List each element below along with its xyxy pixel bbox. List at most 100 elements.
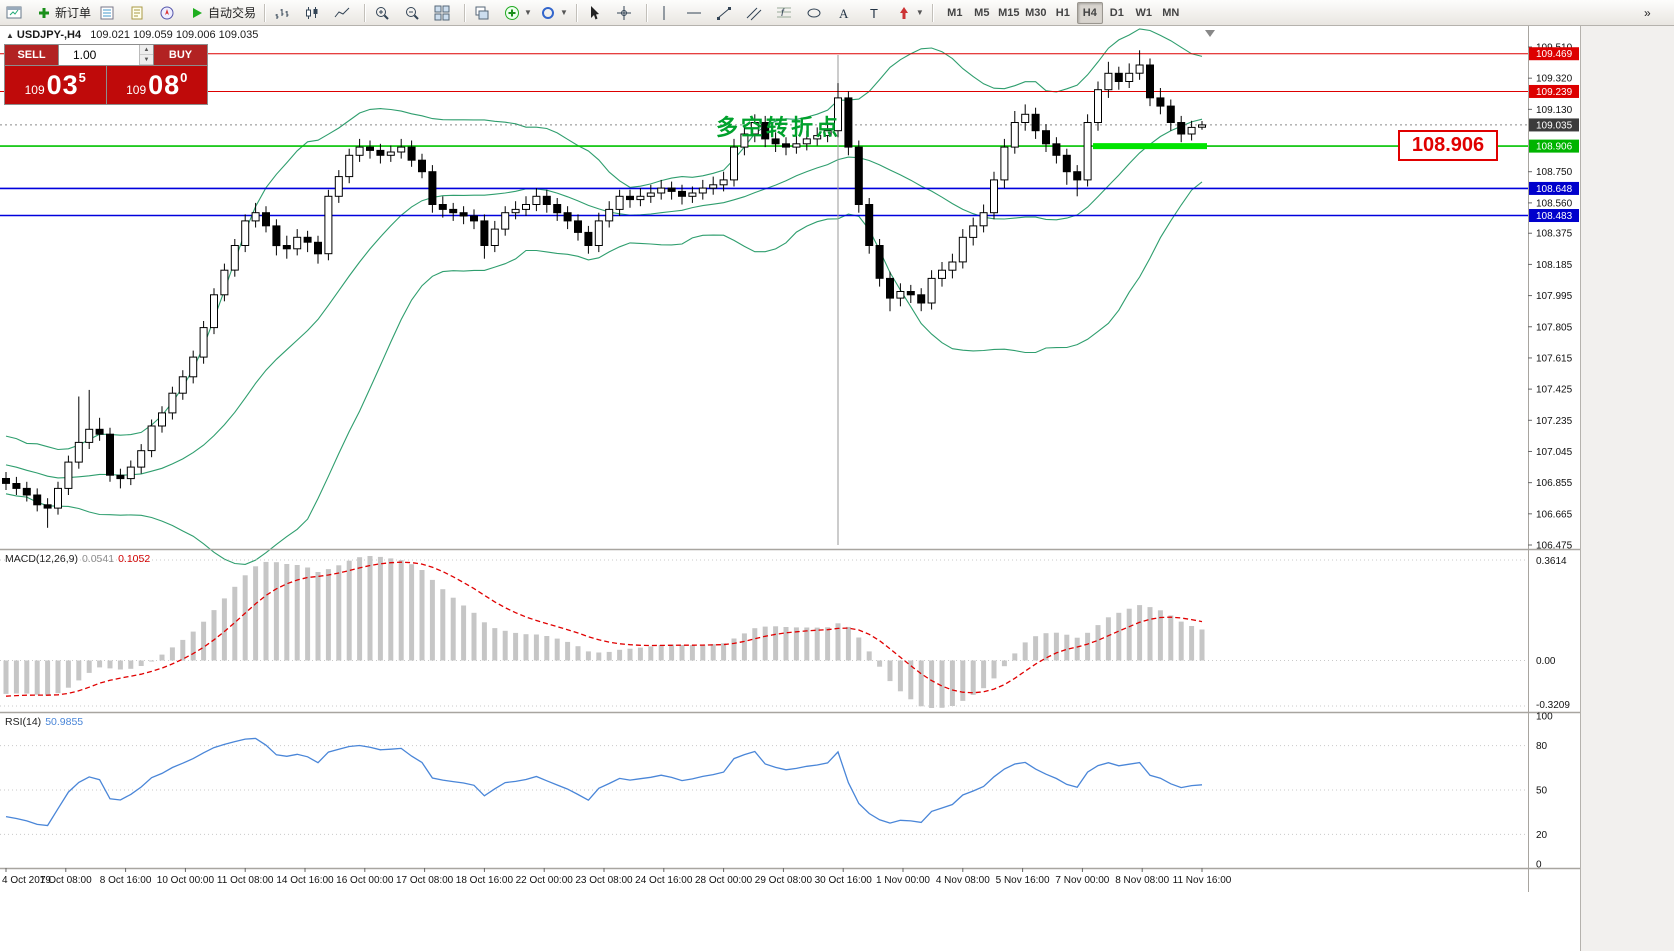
candle-body bbox=[376, 149, 385, 156]
macd-histogram-bar bbox=[835, 623, 841, 661]
macd-histogram-bar bbox=[658, 645, 664, 661]
hline-icon bbox=[686, 5, 702, 21]
macd-histogram-bar bbox=[908, 660, 914, 700]
candle-body bbox=[1010, 122, 1019, 148]
zoom-in-button[interactable] bbox=[370, 1, 400, 25]
macd-histogram-bar bbox=[752, 628, 758, 661]
lot-decrease-button[interactable]: ▼ bbox=[140, 55, 153, 65]
timeframe-button-h4[interactable]: H4 bbox=[1076, 1, 1103, 24]
macd-histogram-bar bbox=[492, 628, 498, 661]
new-order-button[interactable]: 新订单 bbox=[32, 1, 95, 25]
macd-histogram-bar bbox=[253, 566, 259, 661]
zoom-out-button[interactable] bbox=[400, 1, 430, 25]
macd-histogram-bar bbox=[221, 598, 227, 661]
candle-body bbox=[438, 204, 447, 210]
vertical-line-button[interactable] bbox=[652, 1, 682, 25]
autotrading-button[interactable]: 自动交易 bbox=[185, 1, 260, 25]
macd-histogram-bar bbox=[128, 660, 134, 669]
candle-body bbox=[116, 474, 125, 480]
crosshair-button[interactable] bbox=[612, 1, 642, 25]
sell-price-display[interactable]: 109 03 5 bbox=[5, 66, 106, 104]
timeframe-button-w1[interactable]: W1 bbox=[1135, 6, 1153, 19]
toolbar-overflow-button[interactable]: » bbox=[1644, 5, 1651, 20]
dropdown-caret-icon[interactable]: ▼ bbox=[915, 8, 924, 17]
linechart-icon bbox=[334, 5, 350, 21]
time-axis-label: 8 Nov 08:00 bbox=[1115, 875, 1169, 886]
price-axis-label: 107.425 bbox=[1536, 385, 1573, 396]
text-button[interactable]: A bbox=[832, 1, 862, 25]
macd-histogram-bar bbox=[1147, 607, 1153, 661]
cursor-button[interactable] bbox=[582, 1, 612, 25]
dropdown-caret-icon[interactable]: ▼ bbox=[524, 8, 532, 17]
data-window-button[interactable] bbox=[125, 1, 155, 25]
sell-button[interactable]: SELL bbox=[5, 45, 58, 65]
macd-histogram-bar bbox=[346, 560, 352, 661]
price-axis-label: 108.560 bbox=[1536, 198, 1573, 209]
macd-histogram-bar bbox=[544, 636, 550, 661]
macd-histogram-bar bbox=[419, 570, 425, 661]
candle-body bbox=[657, 187, 666, 194]
channel-button[interactable] bbox=[742, 1, 772, 25]
candle-body bbox=[730, 146, 738, 181]
timeframe-button-mn[interactable]: MN bbox=[1162, 6, 1180, 19]
candle-body bbox=[95, 428, 104, 435]
macd-histogram-bar bbox=[1199, 629, 1205, 661]
auto-arrange-button[interactable] bbox=[470, 1, 500, 25]
time-axis-label: 18 Oct 16:00 bbox=[456, 875, 514, 886]
price-axis-label: 106.855 bbox=[1536, 478, 1573, 489]
candle-body bbox=[646, 192, 655, 197]
lot-size-input[interactable] bbox=[59, 45, 139, 65]
autotrading-button-label: 自动交易 bbox=[208, 6, 257, 20]
tile-windows-button[interactable] bbox=[430, 1, 460, 25]
text-label-button[interactable]: T bbox=[862, 1, 892, 25]
bar-chart-button[interactable] bbox=[270, 1, 300, 25]
offline-charts-button[interactable] bbox=[2, 1, 32, 25]
buy-button[interactable]: BUY bbox=[154, 45, 207, 65]
timeframe-button-d1[interactable]: D1 bbox=[1109, 6, 1124, 19]
timeframe-button-m30[interactable]: M30 bbox=[1025, 6, 1047, 19]
fibonacci-button[interactable]: f bbox=[772, 1, 802, 25]
macd-histogram-bar bbox=[357, 557, 363, 661]
horizontal-line-button[interactable] bbox=[682, 1, 712, 25]
arrows-button[interactable]: ▼ bbox=[892, 1, 928, 25]
chart-background bbox=[0, 26, 1580, 892]
macd-histogram-bar bbox=[897, 660, 903, 692]
candle-body bbox=[334, 176, 343, 197]
timeframe-button-m15[interactable]: M15 bbox=[998, 6, 1020, 19]
candle-body bbox=[834, 97, 842, 132]
candlestick-chart-button[interactable] bbox=[300, 1, 330, 25]
price-level-label[interactable]: 108.906 bbox=[1398, 130, 1498, 161]
time-axis-label: 14 Oct 16:00 bbox=[276, 875, 334, 886]
line-chart-button[interactable] bbox=[330, 1, 360, 25]
macd-histogram-bar bbox=[34, 660, 40, 695]
channel-icon bbox=[746, 5, 762, 21]
candle-body bbox=[1198, 124, 1206, 128]
macd-histogram-bar bbox=[1168, 615, 1174, 661]
candle-body bbox=[990, 179, 998, 214]
time-axis-label: 30 Oct 16:00 bbox=[815, 875, 873, 886]
timeframe-button-m5[interactable]: M5 bbox=[974, 6, 990, 19]
macd-histogram-bar bbox=[284, 564, 290, 661]
chart-shift-marker-icon[interactable] bbox=[1205, 30, 1215, 37]
objects-button[interactable]: ▼ bbox=[536, 1, 572, 25]
trendline-button[interactable] bbox=[712, 1, 742, 25]
candle-body bbox=[813, 135, 822, 140]
timeframe-button-m1[interactable]: M1 bbox=[947, 6, 963, 19]
candle-body bbox=[553, 204, 562, 214]
equidistant-button[interactable] bbox=[802, 1, 832, 25]
candle-body bbox=[927, 277, 936, 304]
macd-histogram-bar bbox=[627, 648, 633, 661]
timeframe-button-h1[interactable]: H1 bbox=[1055, 6, 1070, 19]
lot-increase-button[interactable]: ▲ bbox=[140, 45, 153, 55]
dropdown-caret-icon[interactable]: ▼ bbox=[559, 8, 568, 17]
buy-price-display[interactable]: 109 08 0 bbox=[106, 66, 207, 104]
indicators-icon bbox=[504, 5, 520, 21]
indicators-button[interactable]: ▼ bbox=[500, 1, 536, 25]
candle-body bbox=[792, 143, 801, 148]
macd-histogram-bar bbox=[773, 626, 779, 661]
sell-price-big: 03 bbox=[46, 69, 79, 100]
navigator-button[interactable] bbox=[155, 1, 185, 25]
market-watch-button[interactable] bbox=[95, 1, 125, 25]
candle-body bbox=[366, 146, 374, 151]
macd-histogram-bar bbox=[325, 569, 331, 661]
